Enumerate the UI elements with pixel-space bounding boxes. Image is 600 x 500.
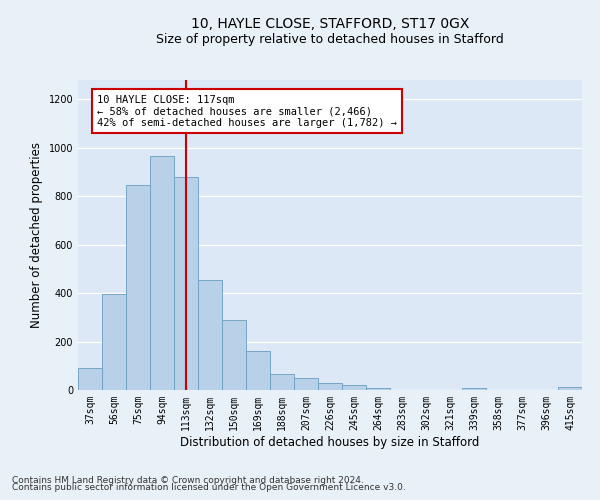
Y-axis label: Number of detached properties: Number of detached properties bbox=[30, 142, 43, 328]
Bar bbox=[150, 156, 174, 390]
Bar bbox=[318, 383, 342, 390]
Bar bbox=[366, 388, 390, 390]
Bar bbox=[174, 177, 198, 390]
Text: 10, HAYLE CLOSE, STAFFORD, ST17 0GX: 10, HAYLE CLOSE, STAFFORD, ST17 0GX bbox=[191, 18, 469, 32]
Bar bbox=[222, 320, 246, 390]
Bar bbox=[462, 388, 486, 390]
Text: Contains public sector information licensed under the Open Government Licence v3: Contains public sector information licen… bbox=[12, 484, 406, 492]
X-axis label: Distribution of detached houses by size in Stafford: Distribution of detached houses by size … bbox=[181, 436, 479, 448]
Bar bbox=[102, 294, 126, 390]
Bar bbox=[342, 385, 366, 390]
Bar bbox=[78, 368, 102, 390]
Bar bbox=[126, 186, 150, 390]
Bar bbox=[558, 387, 582, 390]
Text: Contains HM Land Registry data © Crown copyright and database right 2024.: Contains HM Land Registry data © Crown c… bbox=[12, 476, 364, 485]
Bar bbox=[294, 378, 318, 390]
Text: 10 HAYLE CLOSE: 117sqm
← 58% of detached houses are smaller (2,466)
42% of semi-: 10 HAYLE CLOSE: 117sqm ← 58% of detached… bbox=[97, 94, 397, 128]
Text: Size of property relative to detached houses in Stafford: Size of property relative to detached ho… bbox=[156, 32, 504, 46]
Bar bbox=[198, 280, 222, 390]
Bar bbox=[246, 351, 270, 390]
Bar bbox=[270, 374, 294, 390]
